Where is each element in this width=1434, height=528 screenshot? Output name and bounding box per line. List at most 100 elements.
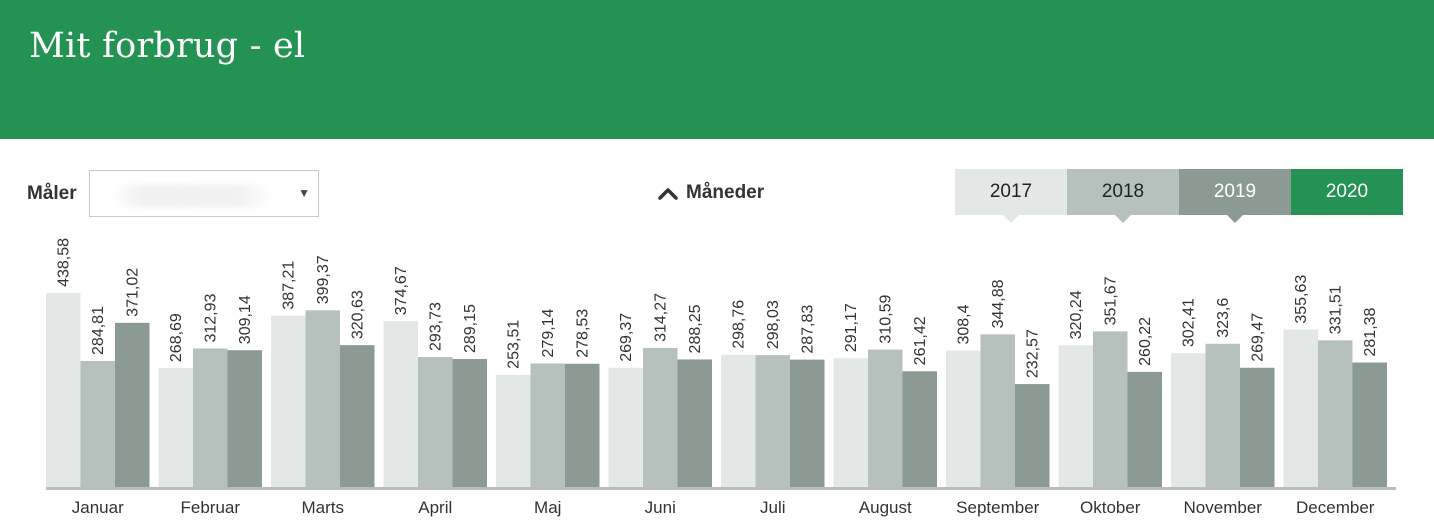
bar-2019-juni[interactable] [677, 359, 713, 487]
bar-value-label: 387,21 [281, 261, 298, 310]
bar-2017-april[interactable] [383, 321, 419, 487]
year-tabs: 2017 2018 2019 2020 [955, 169, 1403, 223]
bar-2018-august[interactable] [868, 349, 903, 487]
bar-value-label: 260,22 [1137, 317, 1154, 366]
bar-2017-november[interactable] [1171, 353, 1206, 487]
bar-value-label: 289,15 [462, 304, 479, 353]
bar-2019-september[interactable] [1015, 384, 1050, 487]
meter-value-redacted [112, 185, 272, 207]
bar-2019-oktober[interactable] [1127, 371, 1163, 487]
bar-2019-april[interactable] [452, 359, 488, 487]
bar-2019-marts[interactable] [340, 345, 375, 487]
year-tab-2020[interactable]: 2020 [1291, 169, 1403, 215]
year-tab-label: 2019 [1213, 181, 1257, 202]
period-toggle-button[interactable]: Måneder [656, 180, 764, 206]
bar-2019-maj[interactable] [565, 363, 600, 487]
bar-value-label: 232,57 [1025, 329, 1042, 378]
x-tick-label: August [859, 498, 912, 517]
bar-value-label: 374,67 [393, 266, 410, 315]
meter-select[interactable]: ▼ [89, 170, 319, 217]
x-tick-label: Juli [760, 498, 786, 517]
bar-value-label: 308,4 [956, 304, 973, 344]
bar-2018-april[interactable] [418, 357, 453, 487]
bar-2019-januar[interactable] [115, 322, 150, 487]
dropdown-arrow-icon: ▼ [298, 186, 310, 200]
bar-value-label: 371,02 [125, 268, 142, 317]
month-group-februar: 268,69 312,93 309,14 Februar [158, 293, 263, 517]
bar-value-label: 279,14 [540, 308, 557, 357]
bar-2018-december[interactable] [1318, 340, 1353, 487]
x-tick-label: December [1296, 498, 1375, 517]
bar-value-label: 344,88 [990, 279, 1007, 328]
bar-2019-juli[interactable] [790, 359, 825, 487]
bar-2019-november[interactable] [1240, 367, 1275, 487]
bar-2018-juli[interactable] [755, 355, 791, 487]
bar-value-label: 320,24 [1068, 290, 1085, 339]
bar-2019-august[interactable] [902, 371, 938, 487]
bar-value-label: 293,73 [428, 302, 445, 351]
bar-value-label: 355,63 [1293, 275, 1310, 324]
bar-value-label: 298,76 [731, 300, 748, 349]
year-tab-2018[interactable]: 2018 [1067, 169, 1179, 223]
bar-value-label: 302,41 [1181, 298, 1198, 347]
bar-value-label: 331,51 [1328, 285, 1345, 334]
year-tab-2017[interactable]: 2017 [955, 169, 1067, 223]
month-group-september: 308,4 344,88 232,57 September [946, 279, 1050, 517]
meter-label: Måler [27, 183, 77, 204]
bar-value-label: 291,17 [843, 303, 860, 352]
month-group-juli: 298,76 298,03 287,83 Juli [721, 300, 825, 517]
month-group-marts: 387,21 399,37 320,63 Marts [271, 255, 375, 517]
bar-2017-juli[interactable] [721, 354, 756, 487]
bar-2018-juni[interactable] [643, 347, 678, 487]
bar-2017-oktober[interactable] [1058, 345, 1094, 487]
month-group-august: 291,17 310,59 261,42 August [833, 295, 938, 517]
x-tick-label: Juni [645, 498, 676, 517]
x-tick-label: Marts [302, 498, 345, 517]
bar-value-label: 309,14 [237, 295, 254, 344]
bar-2017-februar[interactable] [158, 368, 194, 487]
bar-2017-maj[interactable] [496, 374, 531, 487]
x-tick-label: April [418, 498, 452, 517]
bar-2017-august[interactable] [833, 358, 869, 487]
bar-value-label: 399,37 [315, 255, 332, 304]
bar-2017-september[interactable] [946, 350, 981, 487]
bar-value-label: 288,25 [687, 304, 704, 353]
month-group-maj: 253,51 279,14 278,53 Maj [496, 308, 600, 517]
bar-2019-februar[interactable] [227, 350, 263, 487]
bar-value-label: 268,69 [168, 313, 185, 362]
x-tick-label: Februar [180, 498, 240, 517]
bar-2017-januar[interactable] [46, 292, 81, 487]
year-tab-2019[interactable]: 2019 [1179, 169, 1291, 223]
bar-2018-oktober[interactable] [1093, 331, 1128, 487]
bar-value-label: 269,47 [1250, 313, 1267, 362]
page-title: Mit forbrug - el [29, 26, 306, 66]
bar-2017-juni[interactable] [608, 367, 644, 487]
bar-2018-marts[interactable] [305, 310, 341, 487]
bar-2018-januar[interactable] [80, 360, 116, 487]
x-tick-label: September [956, 498, 1039, 517]
year-tab-pointer [1003, 215, 1019, 223]
bar-value-label: 281,38 [1362, 307, 1379, 356]
bar-2019-december[interactable] [1352, 362, 1388, 487]
bar-2018-februar[interactable] [193, 348, 228, 487]
chevron-up-icon [658, 188, 678, 200]
bar-2017-december[interactable] [1283, 329, 1319, 487]
month-group-oktober: 320,24 351,67 260,22 Oktober [1058, 276, 1163, 517]
bar-value-label: 323,6 [1215, 298, 1232, 338]
year-tab-label: 2017 [989, 181, 1033, 202]
bar-2018-maj[interactable] [530, 363, 566, 487]
bar-value-label: 284,81 [90, 306, 107, 355]
x-tick-label: Oktober [1080, 498, 1141, 517]
bar-2017-marts[interactable] [271, 315, 306, 487]
bar-2018-november[interactable] [1205, 343, 1241, 487]
bar-value-label: 320,63 [350, 290, 367, 339]
year-tab-label: 2020 [1325, 181, 1369, 202]
period-toggle-label: Måneder [686, 182, 765, 203]
year-tab-pointer [1115, 215, 1131, 223]
x-tick-label: Januar [72, 498, 124, 517]
bar-2018-september[interactable] [980, 334, 1016, 487]
x-tick-label: Maj [534, 498, 561, 517]
bar-value-label: 261,42 [912, 316, 929, 365]
bar-value-label: 314,27 [653, 293, 670, 342]
